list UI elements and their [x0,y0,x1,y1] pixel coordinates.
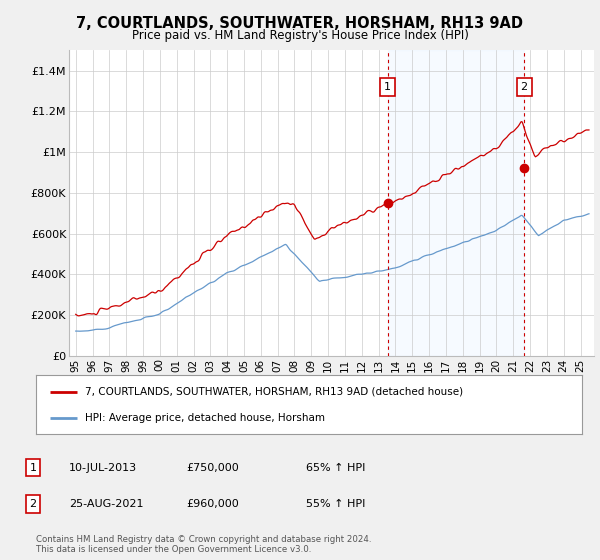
Bar [388,50,524,356]
Text: Price paid vs. HM Land Registry's House Price Index (HPI): Price paid vs. HM Land Registry's House … [131,29,469,42]
Text: Contains HM Land Registry data © Crown copyright and database right 2024.
This d: Contains HM Land Registry data © Crown c… [36,535,371,554]
Text: 2: 2 [521,82,528,92]
Text: HPI: Average price, detached house, Horsham: HPI: Average price, detached house, Hors… [85,413,325,423]
Text: 7, COURTLANDS, SOUTHWATER, HORSHAM, RH13 9AD: 7, COURTLANDS, SOUTHWATER, HORSHAM, RH13… [77,16,523,31]
Text: £960,000: £960,000 [186,499,239,509]
Text: 65% ↑ HPI: 65% ↑ HPI [306,463,365,473]
Text: 25-AUG-2021: 25-AUG-2021 [69,499,143,509]
Text: 10-JUL-2013: 10-JUL-2013 [69,463,137,473]
Text: 7, COURTLANDS, SOUTHWATER, HORSHAM, RH13 9AD (detached house): 7, COURTLANDS, SOUTHWATER, HORSHAM, RH13… [85,386,463,396]
Text: 2: 2 [29,499,37,509]
Text: 1: 1 [384,82,391,92]
Text: 55% ↑ HPI: 55% ↑ HPI [306,499,365,509]
Text: 1: 1 [29,463,37,473]
Text: £750,000: £750,000 [186,463,239,473]
